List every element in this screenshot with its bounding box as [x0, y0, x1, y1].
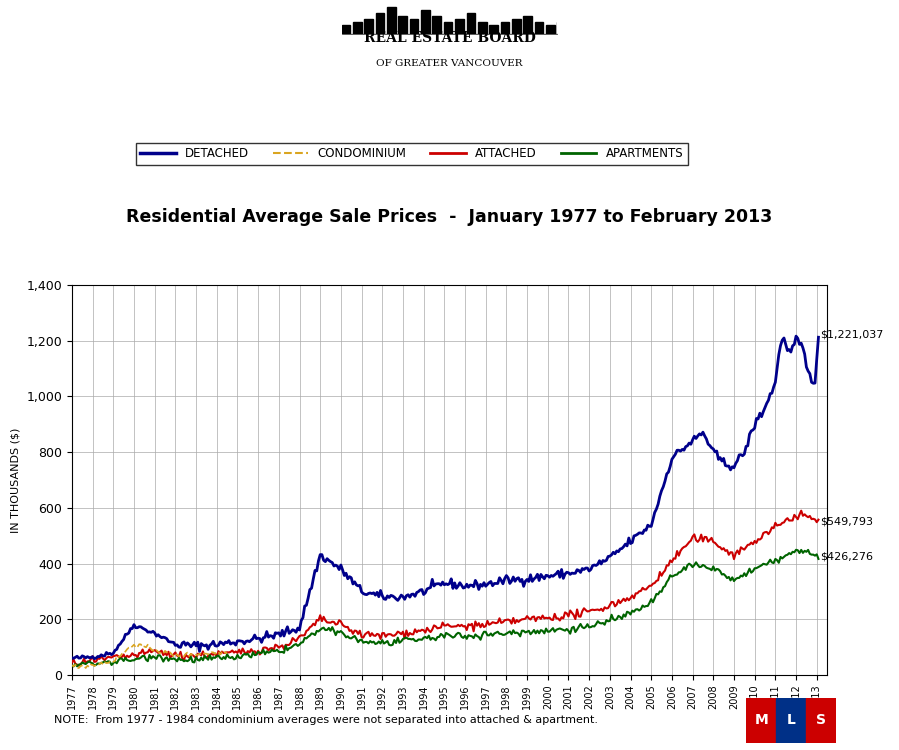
Bar: [776, 698, 806, 742]
Bar: [478, 22, 486, 34]
Bar: [523, 16, 532, 34]
Bar: [398, 16, 407, 34]
Bar: [342, 25, 351, 34]
Bar: [364, 19, 373, 34]
Bar: [410, 19, 418, 34]
Bar: [512, 19, 521, 34]
Text: NOTE:  From 1977 - 1984 condominium averages were not separated into attached & : NOTE: From 1977 - 1984 condominium avera…: [54, 715, 598, 725]
Text: M: M: [754, 713, 768, 727]
Bar: [444, 22, 452, 34]
Bar: [806, 698, 836, 742]
Y-axis label: IN THOUSANDS ($): IN THOUSANDS ($): [11, 427, 21, 532]
Text: Residential Average Sale Prices  -  January 1977 to February 2013: Residential Average Sale Prices - Januar…: [127, 209, 772, 226]
Bar: [376, 13, 384, 34]
Bar: [432, 16, 441, 34]
Bar: [455, 19, 464, 34]
Bar: [387, 7, 396, 34]
Bar: [557, 22, 566, 34]
Text: $1,221,037: $1,221,037: [820, 330, 883, 340]
Bar: [467, 13, 476, 34]
Text: $549,793: $549,793: [820, 517, 873, 526]
Text: REAL ESTATE BOARD: REAL ESTATE BOARD: [363, 31, 536, 44]
Bar: [421, 10, 430, 34]
Bar: [501, 22, 509, 34]
Bar: [746, 698, 776, 742]
Bar: [353, 22, 361, 34]
Bar: [489, 25, 498, 34]
Legend: DETACHED, CONDOMINIUM, ATTACHED, APARTMENTS: DETACHED, CONDOMINIUM, ATTACHED, APARTME…: [136, 142, 688, 165]
Text: S: S: [816, 713, 826, 727]
Text: L: L: [787, 713, 796, 727]
Bar: [535, 22, 543, 34]
Bar: [546, 25, 555, 34]
Text: OF GREATER VANCOUVER: OF GREATER VANCOUVER: [377, 59, 522, 68]
Text: $426,276: $426,276: [820, 551, 873, 561]
